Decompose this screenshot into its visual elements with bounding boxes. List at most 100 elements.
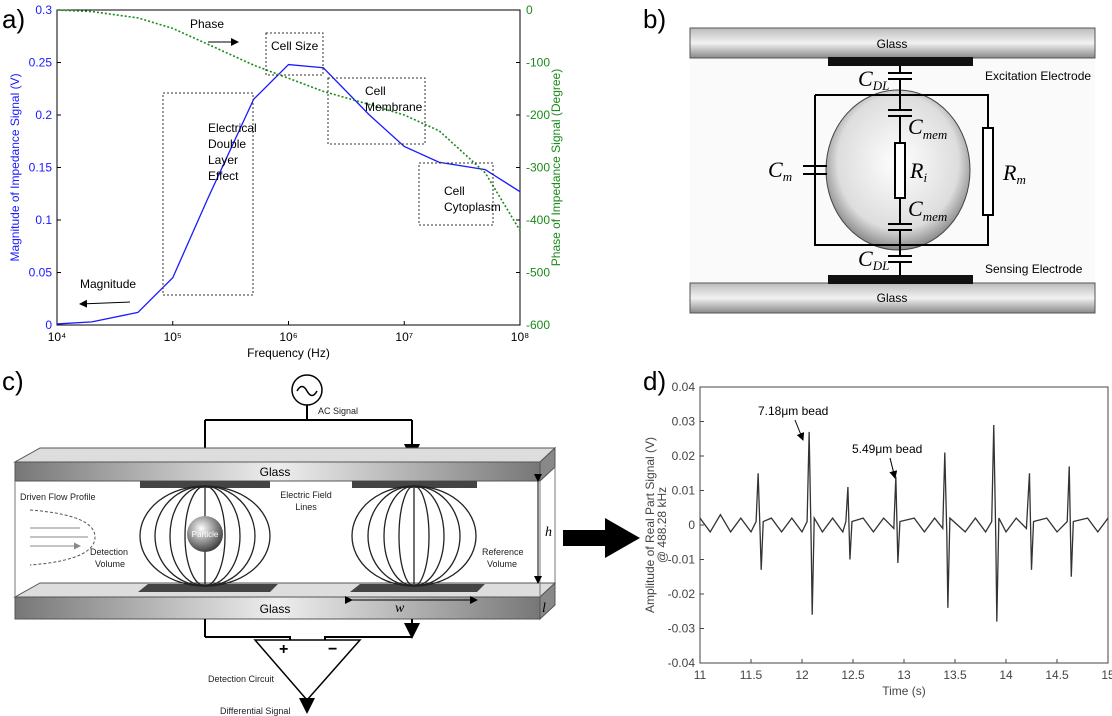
label: Electric Field: [280, 490, 332, 500]
electrode: [828, 57, 973, 66]
y-axis-label: Amplitude of Real Part Signal (V): [643, 437, 657, 613]
glass-label: Glass: [260, 602, 291, 616]
dimension-label: h: [545, 525, 552, 540]
electrode: [138, 584, 278, 592]
label: Particle: [192, 530, 219, 539]
annotation-arrow: [794, 419, 805, 441]
particle: [187, 516, 223, 552]
y-tick-label: 0.05: [29, 266, 53, 280]
y-tick-label: 0.2: [35, 108, 52, 122]
y-tick-label: -0.03: [668, 622, 696, 636]
electrode: [140, 481, 270, 488]
annotation: Magnitude: [80, 277, 136, 291]
y-tick-label: 0.3: [35, 3, 52, 17]
glass-top-face: [13, 447, 557, 463]
subscript: i: [923, 170, 927, 185]
series-line: [56, 9, 521, 231]
ac-symbol: [296, 385, 318, 397]
resistor: [894, 142, 906, 199]
label: Differential Signal: [220, 706, 290, 716]
component-label: Cmem: [908, 114, 947, 142]
electrode-label: Sensing Electrode: [985, 262, 1083, 276]
y2-tick-label: -600: [526, 318, 550, 332]
x-tick-label: 10⁶: [279, 330, 297, 344]
y-tick-label: 0.04: [672, 380, 696, 394]
annotation-box: [162, 92, 254, 296]
dimension-label: l: [542, 601, 546, 616]
x-tick-label: 14.5: [1045, 668, 1069, 682]
flow-arrows: [30, 527, 88, 546]
y-tick-label: -0.02: [668, 587, 696, 601]
component-label: Ri: [909, 158, 927, 185]
label: Lines: [295, 502, 317, 512]
electrode-label: Excitation Electrode: [985, 69, 1091, 83]
flow-profile: [29, 509, 96, 566]
y2-axis-label: Phase of Impedance Signal (Degree): [549, 69, 563, 266]
amplifier: [253, 639, 362, 702]
y-axis-label: @ 488.28 kHz: [655, 487, 669, 563]
annotation-arrow: [889, 457, 898, 479]
symbol: R: [1002, 160, 1017, 185]
electrode: [350, 584, 485, 592]
annotation: Cell Size: [271, 39, 319, 53]
symbol: C: [768, 157, 783, 182]
label: −: [328, 641, 337, 658]
component-label: Cmem: [908, 196, 947, 224]
annotation-arrow: [79, 299, 131, 308]
y-tick-label: 0.15: [29, 161, 53, 175]
x-tick-label: 11: [694, 668, 707, 682]
annotation: Double: [208, 137, 246, 151]
annotation: Phase: [190, 17, 224, 31]
component-label: CDL: [858, 246, 889, 273]
x-tick-label: 12: [795, 668, 809, 682]
circuit-diagram: Glass Glass Excitation Electrode Sensing…: [689, 27, 1096, 314]
subscript: mem: [923, 127, 948, 142]
annotation: 5.49μm bead: [852, 442, 922, 456]
subscript: DL: [872, 258, 890, 273]
label: Reference: [482, 547, 524, 557]
y2-tick-label: -500: [526, 266, 550, 280]
annotation: Effect: [208, 169, 239, 183]
component-label: Rm: [1002, 160, 1026, 187]
label: Driven Flow Profile: [20, 492, 96, 502]
label: AC Signal: [318, 406, 358, 416]
y-tick-label: 0.03: [672, 415, 696, 429]
x-axis-label: Time (s): [882, 684, 926, 698]
subscript: m: [783, 169, 792, 184]
label: Volume: [95, 559, 125, 569]
y2-tick-label: -200: [526, 108, 550, 122]
series-line: [699, 424, 1109, 622]
glass-label: Glass: [260, 465, 291, 479]
x-tick-label: 11.5: [740, 668, 763, 682]
y-tick-label: 0: [688, 518, 695, 532]
panel-label: b): [643, 4, 666, 34]
sensor-diagram: AC Signal Glass Glass Driven Flow Profil…: [13, 374, 557, 716]
glass-end: [539, 581, 556, 621]
x-tick-label: 10⁸: [511, 330, 529, 344]
x-tick-label: 15: [1101, 668, 1112, 682]
x-tick-label: 12.5: [841, 668, 865, 682]
annotation: Cell: [444, 184, 465, 198]
component-label: CDL: [858, 66, 889, 93]
symbol: C: [858, 66, 873, 91]
y2-tick-label: 0: [526, 3, 533, 17]
annotation-box: [418, 162, 494, 226]
y2-tick-label: -300: [526, 161, 550, 175]
glass-label: Glass: [877, 291, 908, 305]
glass-label: Glass: [877, 37, 908, 51]
wire: [204, 405, 413, 460]
x-tick-label: 14: [999, 668, 1013, 682]
glass: [689, 27, 1096, 59]
y-tick-label: 0.25: [29, 56, 53, 70]
annotation: Electrical: [208, 121, 257, 135]
y-tick-label: 0.02: [672, 449, 696, 463]
symbol: C: [908, 196, 923, 221]
y-tick-label: -0.04: [668, 656, 696, 670]
x-tick-label: 10⁴: [48, 330, 67, 344]
x-axis-label: Frequency (Hz): [247, 346, 330, 360]
y-tick-label: -0.01: [668, 553, 696, 567]
label: Detection: [90, 547, 128, 557]
wires: [803, 66, 989, 275]
subscript: DL: [872, 78, 890, 93]
